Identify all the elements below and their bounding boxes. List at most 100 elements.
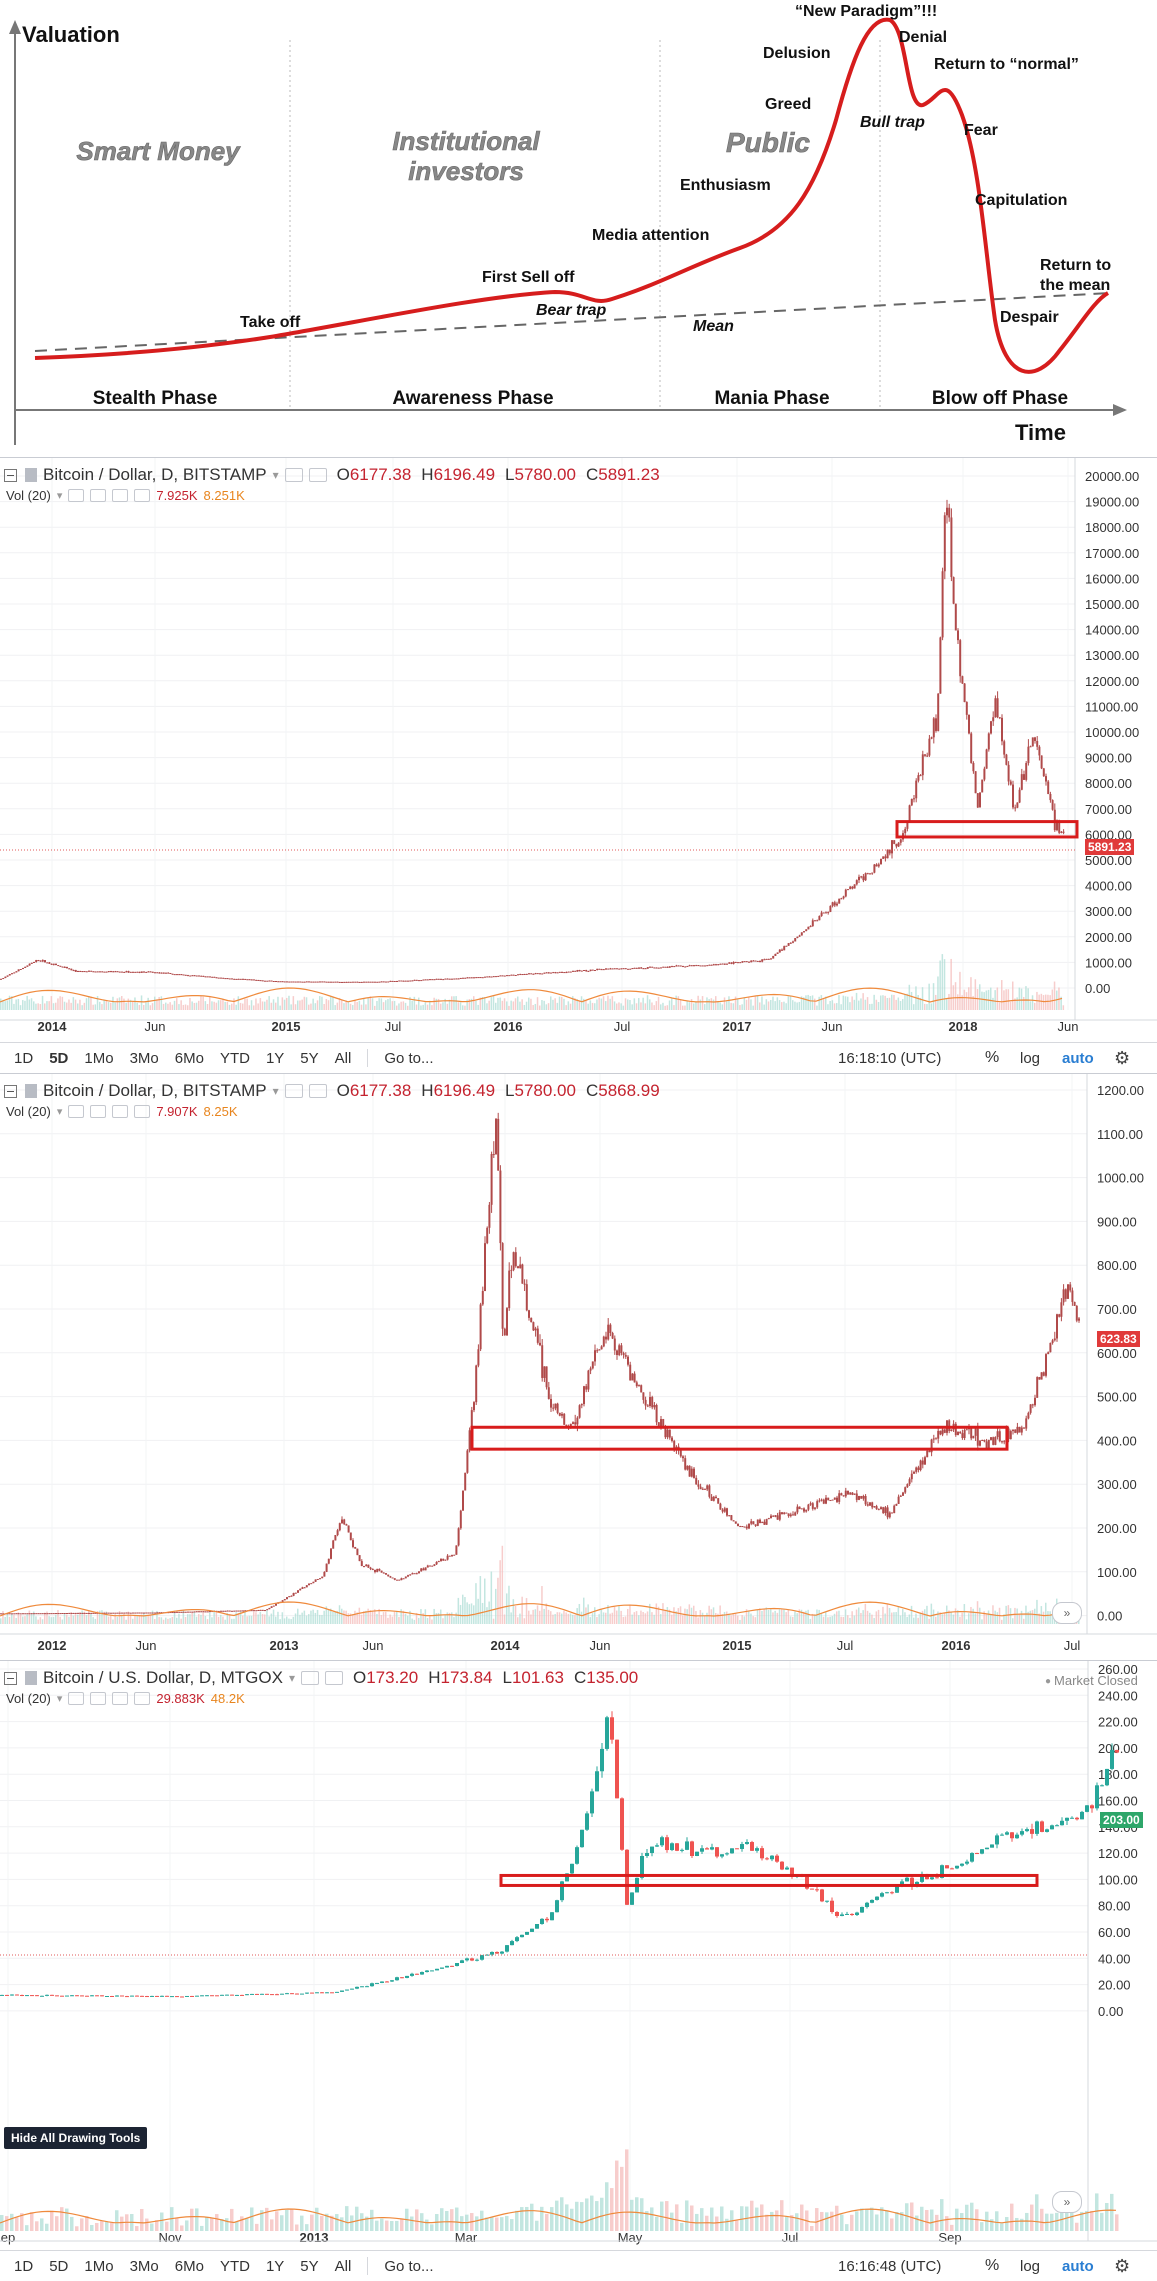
- volume-bar: [957, 994, 959, 1010]
- volume-bar: [928, 983, 930, 1010]
- range-1d[interactable]: 1D: [14, 2257, 34, 2275]
- volume-bar: [767, 1001, 770, 1010]
- range-all[interactable]: All: [334, 1049, 352, 1067]
- add-icon[interactable]: [112, 489, 129, 502]
- range-5y[interactable]: 5Y: [300, 1049, 319, 1067]
- symbol-title[interactable]: Bitcoin / Dollar, D, BITSTAMP: [43, 465, 267, 484]
- chevron-down-icon[interactable]: ▾: [56, 1693, 63, 1705]
- candle-body: [622, 968, 625, 970]
- gear-icon[interactable]: ⚙: [1114, 1047, 1131, 1068]
- volume-bar: [825, 996, 827, 1010]
- percent-toggle[interactable]: %: [985, 1049, 1000, 1066]
- chevron-down-icon[interactable]: ▾: [272, 1084, 279, 1098]
- volume-bar: [869, 1004, 871, 1010]
- volume-bar: [215, 2214, 219, 2231]
- eye-icon[interactable]: [300, 1671, 319, 1685]
- candle-body: [838, 898, 841, 904]
- volume-bar: [303, 996, 306, 1010]
- chevron-down-icon[interactable]: ▾: [288, 1671, 295, 1685]
- scroll-right-button[interactable]: »: [1052, 1602, 1082, 1624]
- collapse-icon[interactable]: [4, 1084, 17, 1098]
- volume-bar: [310, 1003, 312, 1010]
- volume-bar: [1027, 988, 1029, 1010]
- x-tick-label: Jun: [1058, 1019, 1079, 1034]
- add-icon[interactable]: [112, 1692, 129, 1705]
- candle-body: [356, 981, 359, 983]
- candle-body: [44, 1613, 46, 1615]
- range-6mo[interactable]: 6Mo: [174, 1049, 204, 1067]
- auto-toggle[interactable]: auto: [1062, 2257, 1094, 2275]
- settings-icon[interactable]: [308, 1084, 327, 1098]
- candle-body: [943, 1429, 946, 1433]
- volume-bar: [624, 1616, 627, 1624]
- candle-body: [132, 1612, 134, 1614]
- range-ytd[interactable]: YTD: [219, 2257, 250, 2275]
- range-5d[interactable]: 5D: [49, 2257, 69, 2275]
- range-1y[interactable]: 1Y: [265, 2257, 285, 2275]
- settings-icon[interactable]: [308, 468, 327, 482]
- candle-body: [1060, 1302, 1063, 1317]
- chevron-down-icon[interactable]: ▾: [56, 490, 63, 502]
- candle-body: [543, 1366, 546, 1378]
- goto-button[interactable]: Go to...: [384, 2257, 434, 2275]
- volume-bar: [28, 999, 31, 1010]
- close-icon[interactable]: [134, 489, 151, 502]
- y-tick-label: 200.00: [1098, 1741, 1138, 1756]
- range-3mo[interactable]: 3Mo: [129, 2257, 159, 2275]
- eye-icon[interactable]: [284, 468, 303, 482]
- settings-icon[interactable]: [90, 489, 107, 502]
- price-chart-1[interactable]: 20000.0019000.0018000.0017000.0016000.00…: [0, 458, 1157, 1038]
- chevron-down-icon[interactable]: ▾: [272, 468, 279, 482]
- range-5d[interactable]: 5D: [49, 1049, 69, 1067]
- range-5y[interactable]: 5Y: [300, 2257, 319, 2275]
- volume-bar: [442, 1002, 444, 1010]
- candle-body: [811, 920, 814, 927]
- symbol-title[interactable]: Bitcoin / U.S. Dollar, D, MTGOX: [43, 1668, 283, 1687]
- log-toggle[interactable]: log: [1020, 1049, 1041, 1067]
- candle-body: [930, 1877, 934, 1880]
- scroll-right-button[interactable]: »: [1052, 2191, 1082, 2213]
- range-1d[interactable]: 1D: [14, 1049, 34, 1067]
- candle-body: [240, 1994, 244, 1996]
- range-ytd[interactable]: YTD: [219, 1049, 250, 1067]
- price-chart-3[interactable]: 260.00240.00220.00200.00180.00160.00140.…: [0, 1661, 1157, 2251]
- eye-icon[interactable]: [68, 1692, 85, 1705]
- auto-toggle[interactable]: auto: [1062, 1049, 1094, 1067]
- close-icon[interactable]: [134, 1105, 151, 1118]
- volume-bar: [484, 997, 486, 1010]
- volume-bar: [167, 1618, 169, 1624]
- candle-body: [338, 1523, 341, 1531]
- candle-body: [1090, 1805, 1094, 1809]
- eye-icon[interactable]: [68, 1105, 85, 1118]
- gear-icon[interactable]: ⚙: [1114, 2255, 1131, 2276]
- candle-body: [684, 1458, 687, 1470]
- range-6mo[interactable]: 6Mo: [174, 2257, 204, 2275]
- candle-body: [545, 1366, 548, 1388]
- range-3mo[interactable]: 3Mo: [129, 1049, 159, 1067]
- settings-icon[interactable]: [324, 1671, 343, 1685]
- eye-icon[interactable]: [284, 1084, 303, 1098]
- add-icon[interactable]: [112, 1105, 129, 1118]
- candle-body: [334, 981, 337, 983]
- settings-icon[interactable]: [90, 1692, 107, 1705]
- collapse-icon[interactable]: [4, 468, 17, 482]
- range-1mo[interactable]: 1Mo: [84, 1049, 114, 1067]
- settings-icon[interactable]: [90, 1105, 107, 1118]
- range-all[interactable]: All: [334, 2257, 352, 2275]
- goto-button[interactable]: Go to...: [384, 1049, 434, 1067]
- collapse-icon[interactable]: [4, 1671, 17, 1685]
- range-1y[interactable]: 1Y: [265, 1049, 285, 1067]
- chevron-down-icon[interactable]: ▾: [56, 1106, 63, 1118]
- candle-body: [939, 637, 942, 694]
- range-1mo[interactable]: 1Mo: [84, 2257, 114, 2275]
- symbol-title[interactable]: Bitcoin / Dollar, D, BITSTAMP: [43, 1081, 267, 1100]
- hide-drawing-tools-button[interactable]: Hide All Drawing Tools: [4, 2127, 148, 2149]
- candle-body: [70, 1995, 74, 1997]
- eye-icon[interactable]: [68, 489, 85, 502]
- price-chart-2[interactable]: 1200.001100.001000.00900.00800.00700.006…: [0, 1074, 1157, 1660]
- log-toggle[interactable]: log: [1020, 2257, 1041, 2275]
- percent-toggle[interactable]: %: [985, 2257, 1000, 2274]
- volume-bar: [974, 979, 977, 1010]
- volume-bar: [635, 2197, 639, 2231]
- close-icon[interactable]: [134, 1692, 151, 1705]
